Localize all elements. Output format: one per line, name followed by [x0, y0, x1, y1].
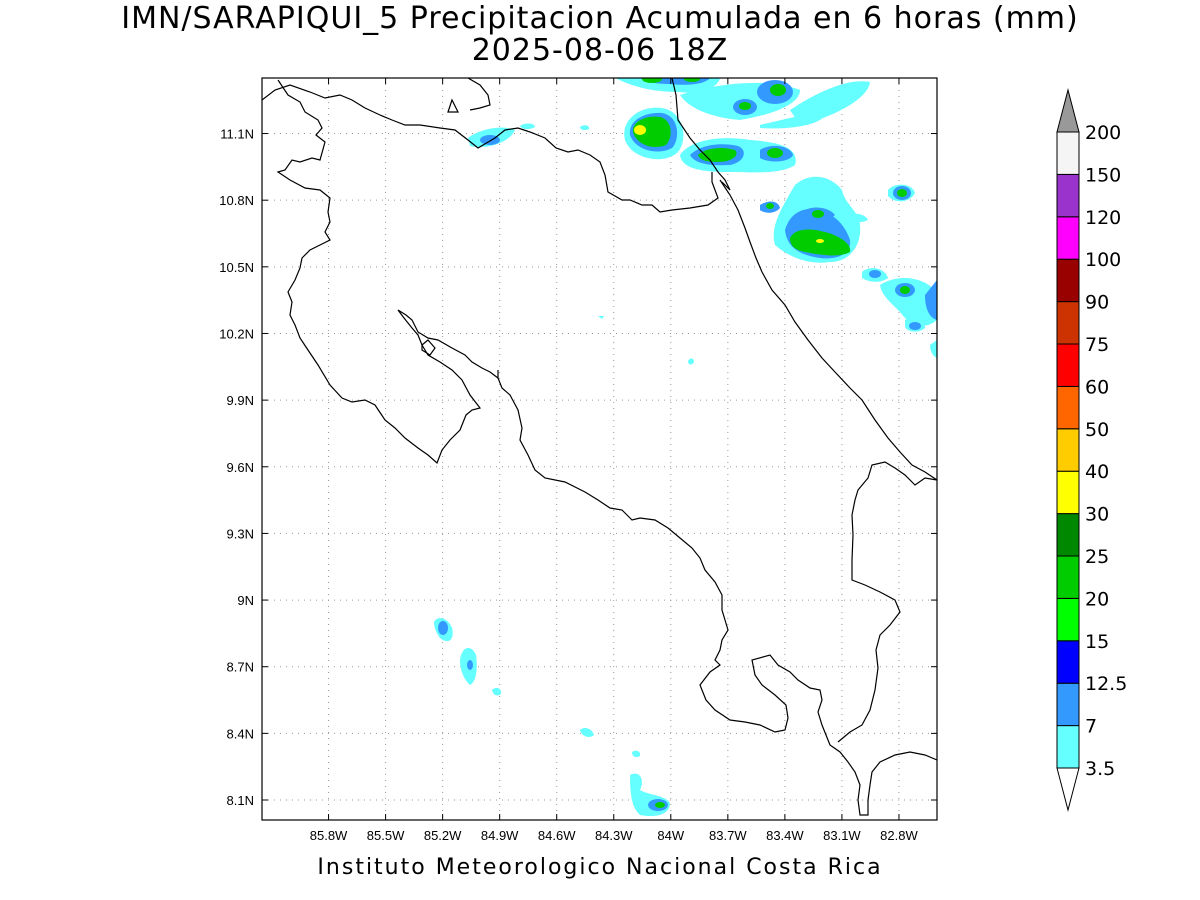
colorbar-swatch: [1056, 640, 1080, 684]
colorbar-swatch: [1056, 343, 1080, 387]
precip-cell-north-east: [680, 80, 800, 120]
y-tick-label: 10.2N: [219, 326, 254, 341]
y-tick-label: 10.5N: [219, 260, 254, 275]
map-grid: [262, 78, 937, 820]
colorbar-swatch: [1056, 513, 1080, 557]
colorbar-max-triangle: [1056, 88, 1080, 133]
colorbar-label: 40: [1085, 461, 1109, 483]
nicaragua-caribbean-coast: [671, 78, 731, 191]
colorbar-swatch: [1056, 428, 1080, 472]
x-tick-label: 83.1W: [823, 828, 861, 843]
colorbar-label: 150: [1085, 164, 1121, 186]
colorbar-swatch: [1056, 173, 1080, 218]
colorbar-label: 15: [1085, 631, 1109, 653]
footer-credit: Instituto Meteorologico Nacional Costa R…: [317, 855, 883, 880]
colorbar-label: 60: [1085, 376, 1109, 398]
nicoya-gulf-island: [421, 339, 436, 356]
y-tick-label: 9N: [237, 593, 254, 608]
precip-band-east: [760, 81, 870, 129]
border-costarica-panama: [837, 461, 937, 743]
x-tick-label: 85.5W: [367, 828, 405, 843]
colorbar-label: 7: [1085, 716, 1097, 738]
colorbar-label: 20: [1085, 588, 1109, 610]
colorbar-label: 25: [1085, 546, 1109, 568]
border-nicaragua-costarica: [262, 84, 719, 213]
x-tick-label: 84W: [657, 828, 684, 843]
colorbar-label: 100: [1085, 249, 1121, 271]
colorbar-swatch: [1056, 216, 1080, 260]
colorbar-swatch: [1056, 725, 1080, 769]
colorbar-label: 200: [1085, 122, 1121, 144]
colorbar-label: 90: [1085, 292, 1109, 314]
colorbar-label: 120: [1085, 207, 1121, 229]
pacific-coast-central: [497, 377, 937, 816]
y-tick-label: 9.9N: [227, 393, 254, 408]
colorbar-swatch: [1056, 131, 1080, 175]
colorbar-min-triangle: [1056, 767, 1080, 812]
map-subtitle-datetime: 2025-08-06 18Z: [471, 33, 729, 68]
x-tick-label: 84.9W: [481, 828, 519, 843]
colorbar-label: 50: [1085, 419, 1109, 441]
lake-nicaragua-shore: [447, 98, 459, 113]
colorbar-label: 75: [1085, 334, 1109, 356]
y-tick-label: 8.1N: [227, 793, 254, 808]
precip-cell-north-1: [624, 107, 684, 160]
colorbar-swatch: [1056, 385, 1080, 430]
y-axis: 8.1N 8.4N 8.7N 9N 9.3N 9.6N 9.9N 10.2N 10.5N 10.8…: [219, 127, 937, 808]
colorbar-legend: 3.5 7 12.5 15 20 25 30 40 50 60 75 90 100 120 150 200: [1056, 88, 1127, 812]
coastline-and-borders: [262, 78, 937, 816]
colorbar-swatch: [1056, 470, 1080, 515]
colorbar-swatch: [1056, 597, 1080, 642]
precip-cell-isolated: [434, 316, 694, 817]
precipitation-field: [434, 78, 937, 817]
x-tick-label: 83.7W: [709, 828, 747, 843]
x-tick-label: 82.8W: [880, 828, 918, 843]
y-tick-label: 8.7N: [227, 660, 254, 675]
x-tick-label: 84.3W: [595, 828, 633, 843]
precip-cell-east-main: [760, 176, 868, 263]
colorbar-swatch: [1056, 555, 1080, 599]
x-tick-label: 85.2W: [424, 828, 462, 843]
precip-cell-north-top: [615, 78, 720, 93]
colorbar-swatch: [1056, 258, 1080, 303]
y-tick-label: 8.4N: [227, 726, 254, 741]
precip-cell-central: [680, 138, 796, 173]
colorbar-label: 30: [1085, 504, 1109, 526]
y-tick-label: 11.1N: [220, 127, 254, 142]
x-tick-label: 84.6W: [538, 828, 576, 843]
caribbean-coast-costarica: [719, 179, 937, 481]
nicaragua-lake-shore-north: [467, 78, 491, 111]
x-tick-label: 83.4W: [766, 828, 804, 843]
precip-cell-far-east: [862, 184, 937, 358]
x-axis: 85.8W 85.5W 85.2W 84.9W 84.6W 84.3W 84W 83.7W 83…: [310, 78, 918, 843]
x-tick-label: 85.8W: [310, 828, 348, 843]
colorbar-label: 12.5: [1085, 673, 1127, 695]
nicaragua-coast: [276, 79, 499, 465]
map-frame: [261, 77, 938, 821]
y-tick-label: 9.6N: [227, 460, 254, 475]
y-tick-label: 9.3N: [227, 526, 254, 541]
colorbar-swatch: [1056, 301, 1080, 345]
y-tick-label: 10.8N: [219, 193, 254, 208]
colorbar-label: 3.5: [1085, 758, 1115, 780]
map-title: IMN/SARAPIQUI_5 Precipitacion Acumulada …: [121, 1, 1079, 36]
colorbar-swatch: [1056, 682, 1080, 727]
